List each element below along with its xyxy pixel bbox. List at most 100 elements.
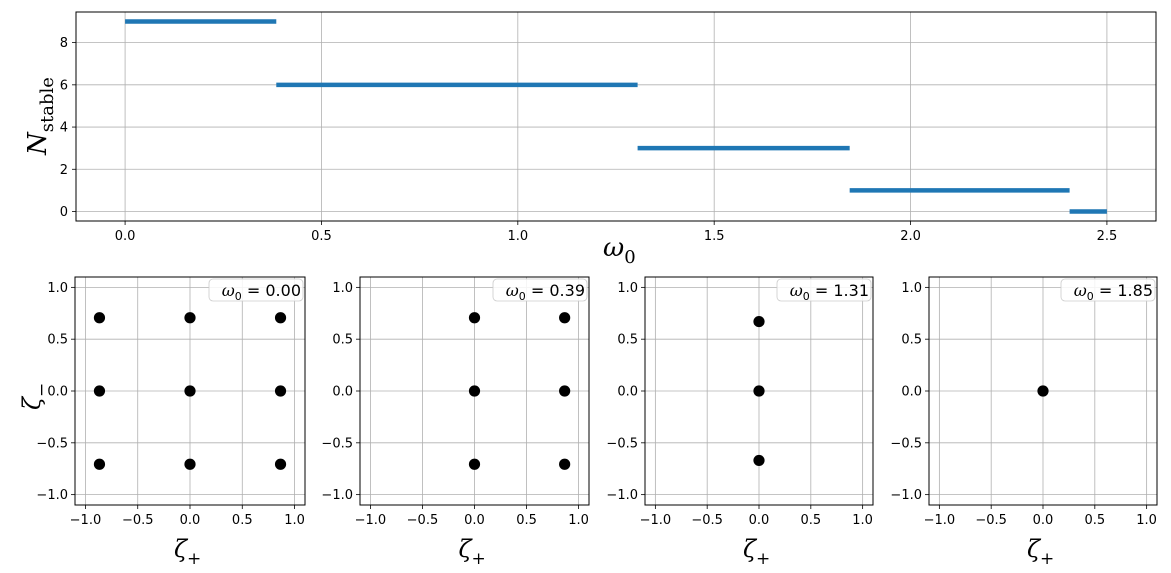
scatter-panel-1: −1.0 −0.5 0.0 0.5 1.0 1.0 0.5 0.0 −0.5 −1.0 ω0 = 0… [18, 276, 306, 569]
panel-x-axis-label-sub: + [187, 549, 201, 569]
top-y-axis-label: Nstable [23, 77, 58, 156]
scatter-point [93, 312, 106, 324]
x-tick-label: 1.5 [704, 229, 725, 244]
scatter-point [184, 458, 196, 470]
scatter-point [753, 454, 765, 467]
x-tick-label: 0.5 [311, 229, 332, 244]
y-tick-label: 1.0 [901, 281, 922, 296]
omega-annotation-value: = 0.39 [526, 281, 585, 300]
panel-y-axis-label-sub: − [32, 383, 52, 397]
y-tick-label: 0 [60, 205, 68, 220]
scatter-point [753, 385, 765, 397]
y-tick-label: 6 [60, 78, 68, 93]
x-tick-label: 0.0 [115, 229, 136, 244]
panel-x-axis-label: ζ+ [743, 535, 770, 569]
scatter-point [468, 312, 481, 324]
y-tick-label: 1.0 [617, 281, 638, 296]
y-tick-label: 4 [60, 121, 68, 136]
top-x-axis-label-sub: 0 [624, 247, 635, 268]
annotation-box [492, 278, 588, 302]
y-tick-label: 0.0 [47, 385, 68, 400]
panel-y-axis-label-main: ζ [18, 395, 46, 410]
scatter-panel-3: −1.0 −0.5 0.0 0.5 1.0 1.0 0.5 0.0 −0.5 −1.0 ω0 = 1… [606, 276, 874, 569]
y-tick-label: −0.5 [321, 436, 353, 451]
x-tick-label: −1.0 [355, 513, 387, 528]
y-tick-label: −1.0 [606, 488, 638, 503]
omega-annotation-sub: 0 [235, 290, 242, 303]
annotation-box [1060, 278, 1156, 302]
panel-x-axis-label-main: ζ [459, 535, 474, 563]
scatter-point [559, 385, 571, 397]
x-tick-label: 1.0 [852, 513, 873, 528]
y-tick-label: 0.0 [332, 385, 353, 400]
panel-x-axis-label-main: ζ [743, 535, 758, 563]
x-tick-label: 1.0 [284, 513, 305, 528]
top-y-axis-label-main: N [23, 131, 53, 156]
scatter-point [93, 458, 106, 470]
omega-annotation-sub: 0 [803, 290, 810, 303]
y-tick-label: 0.5 [901, 333, 922, 348]
x-tick-label: −0.5 [691, 513, 723, 528]
omega-annotation-value: = 1.85 [1094, 281, 1153, 300]
x-tick-label: 0.0 [180, 513, 201, 528]
panel-y-axis-label: ζ− [18, 383, 52, 410]
scatter-point [559, 458, 571, 470]
scatter-point [1037, 385, 1049, 397]
x-tick-label: −1.0 [70, 513, 102, 528]
omega-annotation-value: = 1.31 [810, 281, 869, 300]
small-plots: −1.0 −0.5 0.0 0.5 1.01.00.50.0−0.5−1.0ω0 = 0… [18, 276, 1158, 569]
omega-annotation-symbol: ω [1074, 281, 1087, 300]
scatter-point [184, 312, 196, 324]
y-tick-label: −1.0 [321, 488, 353, 503]
y-tick-label: −0.5 [890, 436, 922, 451]
top-plot-frame [75, 11, 1157, 222]
omega-annotation-symbol: ω [506, 281, 519, 300]
panel-x-axis-label-main: ζ [174, 535, 189, 563]
x-tick-label: 0.5 [1084, 513, 1105, 528]
x-tick-label: 2.5 [1097, 229, 1118, 244]
y-tick-label: −1.0 [36, 488, 68, 503]
x-tick-label: 0.0 [464, 513, 485, 528]
y-tick-label: 2 [60, 163, 68, 178]
x-tick-label: −0.5 [407, 513, 439, 528]
scatter-point [468, 458, 481, 470]
x-tick-label: −0.5 [975, 513, 1007, 528]
panel-x-axis-label-main: ζ [1027, 535, 1042, 563]
x-tick-label: 0.0 [749, 513, 770, 528]
omega-annotation-symbol: ω [790, 281, 803, 300]
omega-annotation: ω0 = 0.39 [506, 281, 585, 303]
y-tick-label: 0.5 [47, 333, 68, 348]
y-tick-label: 0.0 [901, 385, 922, 400]
top-x-axis-label: ω0 [603, 233, 636, 268]
panel-x-axis-label-sub: + [472, 549, 486, 569]
top-y-axis-label-sub: stable [37, 77, 58, 132]
y-tick-label: −0.5 [36, 436, 68, 451]
panel-x-axis-label: ζ+ [174, 535, 201, 569]
panel-x-axis-label: ζ+ [459, 535, 486, 569]
y-tick-label: 8 [60, 36, 68, 51]
x-tick-label: −1.0 [640, 513, 672, 528]
panel-x-axis-label-sub: + [756, 549, 770, 569]
x-tick-label: −1.0 [924, 513, 956, 528]
x-tick-label: 1.0 [1136, 513, 1157, 528]
y-tick-label: 1.0 [332, 281, 353, 296]
top-x-axis-label-main: ω [603, 233, 624, 263]
x-tick-label: 0.5 [232, 513, 253, 528]
omega-annotation-sub: 0 [519, 290, 526, 303]
scatter-point [93, 385, 106, 397]
scatter-point [753, 315, 765, 328]
y-tick-label: 0.5 [332, 333, 353, 348]
scatter-point [274, 458, 287, 470]
x-tick-label: 1.0 [507, 229, 528, 244]
panel-x-axis-label: ζ+ [1027, 535, 1054, 569]
omega-annotation-sub: 0 [1087, 290, 1094, 303]
scatter-point [274, 312, 287, 324]
x-tick-label: −0.5 [122, 513, 154, 528]
omega-annotation-value: = 0.00 [242, 281, 301, 300]
y-tick-label: 0.5 [617, 333, 638, 348]
y-tick-label: 0.0 [617, 385, 638, 400]
omega-annotation: ω0 = 0.00 [222, 281, 301, 303]
x-tick-label: 0.5 [516, 513, 537, 528]
scatter-panel-2: −1.0 −0.5 0.0 0.5 1.0 1.0 0.5 0.0 −0.5 −1.0 ω0 = 0… [321, 276, 590, 569]
